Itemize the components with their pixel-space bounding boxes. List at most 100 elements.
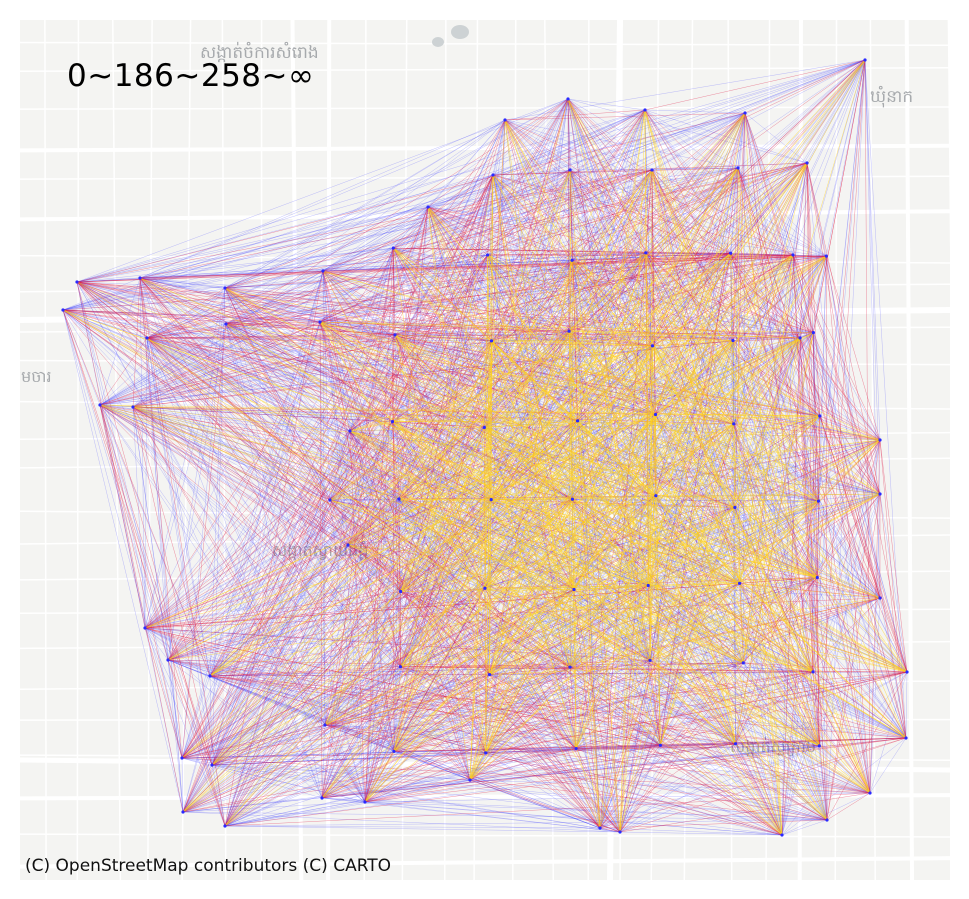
- flow-edge-high: [652, 345, 657, 496]
- flow-edge-low: [799, 337, 881, 495]
- flow-edge-high: [645, 252, 871, 794]
- flow-edge-low: [139, 277, 570, 332]
- flow-edge-low: [781, 737, 907, 836]
- flow-edge-low: [99, 404, 601, 829]
- flow-edge-high: [575, 495, 657, 749]
- flow-edge-low: [182, 751, 394, 813]
- flow-edge-low: [146, 337, 323, 799]
- flow-edge-mid: [818, 501, 871, 794]
- road: [904, 20, 915, 880]
- flow-edge-high: [469, 255, 827, 781]
- flow-edge-high: [393, 414, 656, 752]
- flow-edge-mid: [139, 277, 331, 501]
- flow-edge-high: [394, 334, 487, 753]
- flow-edge-mid: [504, 119, 570, 332]
- flow-edge-mid: [400, 588, 486, 667]
- flow-edge-high: [349, 340, 734, 432]
- flow-edge-low: [504, 119, 571, 171]
- zone-node: [484, 751, 488, 755]
- flow-edge-high: [347, 544, 881, 599]
- flow-edge-mid: [648, 337, 801, 586]
- road: [147, 20, 153, 880]
- flow-edge-low: [209, 675, 213, 766]
- flow-edge-high: [572, 423, 734, 500]
- flow-edge-low: [364, 591, 401, 803]
- flow-edge-mid: [144, 544, 349, 629]
- flow-edge-high: [568, 330, 734, 425]
- flow-edge-low: [744, 112, 808, 164]
- flow-edge-high: [324, 109, 646, 726]
- flow-edge-mid: [489, 674, 783, 836]
- flow-edge-mid: [167, 321, 321, 661]
- flow-edge-low: [62, 277, 141, 311]
- flow-edge-high: [489, 507, 736, 675]
- flow-edge-mid: [504, 119, 814, 333]
- flow-edge-low: [347, 544, 395, 752]
- flow-edge-low: [76, 281, 321, 323]
- flow-edge-high: [742, 254, 794, 663]
- flow-edge-low: [209, 430, 351, 677]
- flow-edge-high: [619, 340, 734, 833]
- flow-edge-high: [655, 414, 820, 417]
- flow-edge-high: [655, 495, 661, 746]
- zone-node: [321, 269, 325, 273]
- flow-edge-low: [146, 337, 213, 766]
- zone-node: [574, 746, 578, 751]
- flow-edge-high: [489, 589, 575, 675]
- flow-edge-low: [211, 764, 226, 827]
- zone-node: [648, 658, 652, 662]
- flow-edge-low: [144, 498, 400, 629]
- flow-edge-mid: [651, 169, 881, 599]
- flow-edge-high: [655, 255, 827, 496]
- flow-edge-mid: [181, 98, 569, 759]
- flow-edge-low: [62, 309, 183, 759]
- flow-edge-low: [647, 59, 866, 586]
- flow-edge-mid: [394, 334, 486, 589]
- flow-edge-high: [400, 427, 485, 592]
- zone-node: [348, 429, 352, 433]
- flow-edge-high: [139, 277, 818, 578]
- flow-edge-mid: [139, 277, 148, 339]
- flow-edge-mid: [132, 406, 828, 821]
- flow-edge-low: [167, 659, 401, 667]
- flow-edge-mid: [660, 671, 908, 746]
- flow-edge-low: [181, 662, 744, 759]
- flow-edge-low: [651, 112, 746, 171]
- flow-edge-high: [484, 427, 735, 508]
- flow-edge-low: [139, 277, 226, 289]
- flow-edge-mid: [619, 253, 731, 833]
- flow-edge-high: [489, 112, 746, 675]
- flow-edge-low: [139, 252, 731, 279]
- flow-edge-high: [577, 420, 621, 833]
- flow-edge-low: [599, 256, 827, 829]
- flow-edge-mid: [99, 253, 731, 406]
- flow-edge-mid: [398, 499, 401, 667]
- map-canvas[interactable]: សង្កាត់ចំការសំរោង ឃុំនាក រុមចារ សង្កាត់ស…: [20, 20, 950, 880]
- flow-edge-high: [568, 331, 601, 829]
- flow-edge-high: [484, 415, 820, 589]
- flow-edge-mid: [132, 406, 485, 428]
- flow-edge-mid: [571, 169, 653, 261]
- zone-node: [131, 405, 135, 409]
- flow-edge-high: [400, 583, 740, 668]
- flow-edge-mid: [806, 162, 820, 417]
- flow-edge-high: [485, 340, 734, 753]
- flow-edge-mid: [812, 439, 881, 672]
- flow-edge-mid: [181, 757, 871, 794]
- flow-edge-mid: [792, 254, 814, 333]
- flow-edge-high: [224, 287, 740, 584]
- flow-edge-low: [182, 499, 331, 813]
- flow-edge-mid: [321, 666, 571, 799]
- flow-edge-mid: [132, 406, 366, 803]
- flow-edge-low: [569, 169, 907, 739]
- flow-edge-high: [349, 415, 820, 432]
- road: [20, 143, 950, 153]
- flow-edge-high: [577, 415, 820, 422]
- flow-edge-low: [76, 247, 394, 283]
- flow-edge-high: [399, 498, 735, 508]
- flow-edge-low: [619, 745, 820, 833]
- flow-edge-high: [319, 321, 820, 747]
- flow-edge-low: [781, 819, 828, 836]
- flow-edge-mid: [224, 430, 351, 827]
- flow-edge-low: [567, 98, 827, 257]
